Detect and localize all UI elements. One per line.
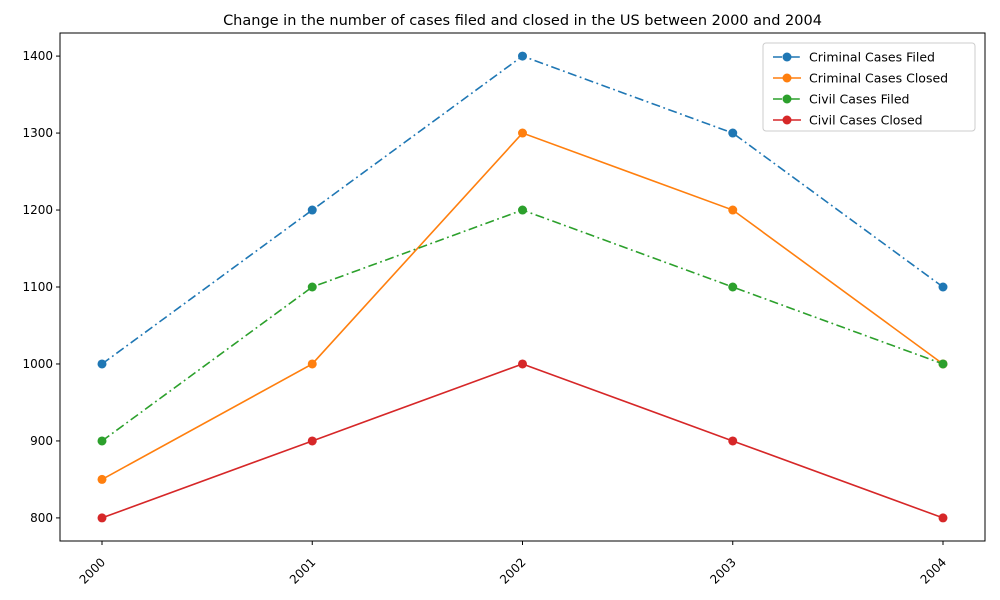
data-point [728, 282, 738, 292]
legend-marker [782, 52, 792, 62]
legend-item: Civil Cases Filed [773, 92, 909, 107]
series-criminal-cases-filed [97, 51, 948, 369]
series-layer [97, 51, 948, 523]
legend-item: Criminal Cases Closed [773, 71, 948, 86]
legend-marker [782, 94, 792, 104]
legend-label: Criminal Cases Closed [809, 71, 948, 86]
series-line [101, 209, 944, 442]
data-point [728, 205, 738, 215]
data-point [728, 436, 738, 446]
series-criminal-cases-closed [97, 128, 948, 484]
legend-marker [782, 115, 792, 125]
y-tick-label: 1100 [22, 280, 53, 294]
data-point [307, 205, 317, 215]
data-point [518, 359, 527, 369]
y-tick-label: 1400 [22, 49, 53, 63]
x-tick-label: 2002 [497, 555, 528, 586]
data-point [97, 474, 107, 484]
y-tick-label: 1200 [22, 203, 53, 217]
data-point [518, 128, 527, 138]
data-point [518, 51, 527, 61]
data-point [97, 436, 107, 446]
x-tick-label: 2004 [918, 555, 949, 586]
x-tick-label: 2000 [77, 555, 108, 586]
chart-title: Change in the number of cases filed and … [223, 13, 822, 29]
series-line [101, 132, 944, 481]
legend-item: Civil Cases Closed [773, 113, 923, 128]
y-tick-label: 800 [30, 511, 53, 525]
data-point [97, 359, 107, 369]
y-tick-label: 1300 [22, 126, 53, 140]
series-civil-cases-closed [97, 359, 948, 523]
data-point [728, 128, 738, 138]
x-axis: 2000 2001 2002 2003 2004 [77, 541, 949, 587]
legend-label: Criminal Cases Filed [809, 50, 935, 65]
data-point [307, 282, 317, 292]
legend-label: Civil Cases Filed [809, 92, 909, 107]
legend: Criminal Cases Filed Criminal Cases Close… [762, 42, 976, 132]
data-point [938, 513, 948, 523]
legend-box [762, 42, 976, 132]
y-tick-label: 1000 [22, 357, 53, 371]
data-point [307, 359, 317, 369]
y-tick-label: 900 [30, 434, 53, 448]
x-tick-label: 2003 [707, 555, 738, 586]
data-point [938, 359, 948, 369]
data-point [307, 436, 317, 446]
data-point [97, 513, 107, 523]
series-civil-cases-filed [97, 205, 948, 446]
legend-label: Civil Cases Closed [809, 113, 923, 128]
legend-item: Criminal Cases Filed [773, 50, 935, 65]
data-point [938, 282, 948, 292]
data-point [518, 205, 527, 215]
x-tick-label: 2001 [287, 555, 318, 586]
y-axis: 800 900 1000 1100 1200 1300 1400 [22, 49, 60, 525]
series-line [101, 363, 944, 519]
legend-marker [782, 73, 792, 83]
